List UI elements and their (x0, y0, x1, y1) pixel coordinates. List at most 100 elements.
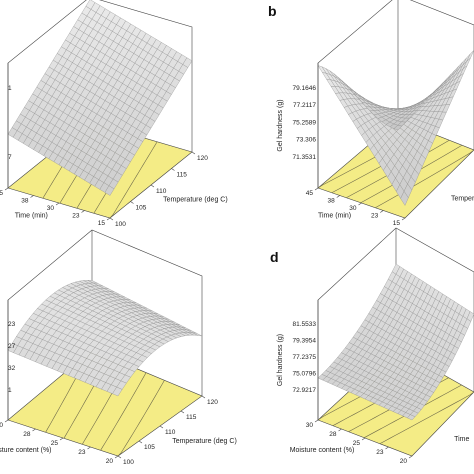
y-tick-mark (408, 455, 413, 459)
y-tick-label: 23 (371, 213, 379, 220)
z-tick-label: 79.1646 (293, 85, 317, 92)
y-tick-mark (401, 217, 406, 221)
contour-line (379, 391, 474, 444)
y-tick-mark (59, 437, 64, 441)
panel-d: 20 23 25 28 30 72.9217 75.0796 77.2375 79.3954 81… (270, 227, 474, 465)
panel-letter: b (268, 3, 277, 19)
y-tick-label: 23 (376, 449, 384, 456)
panel-c: 100 105 110 115 120 20 23 25 28 30 1 32 27 23 Temperat… (0, 229, 237, 466)
y-tick-mark (4, 187, 9, 191)
x-axis-label: Temperature (deg C) (172, 438, 237, 445)
x-tick-label: 105 (136, 205, 147, 212)
z-axis-label: Gel hardness (g) (277, 99, 284, 151)
y-tick-label: 23 (72, 213, 80, 220)
surface-cell (192, 332, 203, 337)
y-tick-mark (358, 202, 362, 206)
x-tick-mark (138, 440, 143, 444)
y-tick-label: 20 (106, 458, 114, 465)
y-tick-mark (385, 446, 389, 450)
y-tick-label: 38 (21, 198, 29, 205)
x-tick-label: 120 (197, 155, 208, 162)
y-axis-label: Moisture content (%) (290, 447, 355, 454)
x-tick-mark (201, 395, 206, 399)
z-tick-label: 77.2375 (293, 354, 317, 361)
y-tick-mark (81, 210, 85, 213)
x-tick-mark (117, 455, 122, 459)
y-tick-label: 30 (306, 422, 314, 429)
response-surface (7, 280, 203, 397)
z-tick-label: 75.2589 (293, 119, 317, 126)
z-tick-label: 7 (8, 154, 12, 161)
x-tick-mark (159, 425, 164, 429)
y-tick-mark (314, 187, 319, 191)
y-tick-label: 15 (98, 220, 106, 227)
y-tick-label: 25 (51, 440, 59, 447)
y-tick-mark (380, 210, 384, 213)
y-tick-mark (106, 217, 111, 221)
panel-letter: d (270, 249, 279, 265)
y-tick-mark (4, 419, 9, 423)
y-axis-label: Time (min) (15, 213, 48, 220)
y-tick-mark (114, 455, 119, 459)
y-tick-label: 20 (400, 458, 408, 465)
x-tick-label: 100 (115, 221, 126, 228)
contour-line (100, 372, 147, 451)
z-tick-label: 1 (8, 85, 12, 92)
surface-cell (182, 57, 193, 68)
x-axis-label: Temperature (deg C) (451, 196, 474, 203)
x-tick-mark (150, 184, 155, 188)
z-axis-label: Gel hardness (g) (277, 334, 284, 386)
y-tick-label: 30 (0, 422, 3, 429)
y-tick-label: 38 (328, 198, 336, 205)
panel-a: 100 105 110 115 120 15 23 30 38 45 7 1 Temperature (… (0, 0, 228, 228)
y-tick-label: 28 (23, 431, 31, 438)
y-tick-label: 30 (47, 205, 55, 212)
contour-line (109, 141, 158, 219)
z-tick-label: 77.2117 (293, 102, 316, 109)
y-tick-label: 45 (306, 190, 314, 197)
x-tick-mark (171, 168, 175, 171)
z-tick-label: 23 (8, 321, 16, 328)
y-tick-mark (32, 428, 36, 432)
x-tick-label: 115 (186, 414, 197, 421)
x-axis-label: Time (454, 436, 469, 443)
y-tick-label: 15 (393, 220, 401, 227)
contour-line (375, 149, 474, 209)
panel-b: 15 23 30 38 45 71.3531 73.306 75.2589 77.2117 79.… (268, 0, 474, 227)
y-tick-label: 25 (353, 440, 361, 447)
z-tick-label: 79.3954 (293, 338, 317, 345)
surface-cell (466, 49, 474, 62)
z-tick-label: 1 (8, 387, 12, 394)
y-tick-mark (361, 437, 366, 441)
z-tick-label: 72.9217 (293, 387, 317, 394)
z-tick-label: 75.0796 (293, 371, 317, 378)
y-tick-label: 30 (349, 205, 357, 212)
y-tick-mark (55, 202, 60, 206)
x-tick-label: 120 (207, 399, 218, 406)
y-tick-mark (314, 419, 319, 423)
y-axis-label: isture content (%) (0, 447, 52, 454)
y-tick-mark (87, 446, 91, 450)
y-tick-label: 28 (329, 431, 337, 438)
y-tick-mark (30, 195, 34, 198)
z-tick-label: 27 (8, 343, 16, 350)
x-axis-label: Temperature (deg C) (163, 197, 228, 204)
x-tick-mark (180, 410, 185, 414)
surface-cell (466, 311, 474, 322)
x-tick-label: 110 (156, 188, 167, 195)
y-tick-label: 23 (78, 449, 86, 456)
x-tick-mark (191, 151, 196, 155)
z-tick-label: 71.3531 (293, 154, 317, 161)
y-tick-label: 45 (0, 190, 3, 197)
z-tick-label: 32 (8, 365, 16, 372)
z-tick-label: 73.306 (296, 137, 316, 144)
response-surface (317, 263, 474, 421)
z-tick-label: 81.5533 (293, 321, 317, 328)
y-axis-label: Time (min) (318, 213, 351, 220)
response-surface (317, 49, 474, 206)
y-tick-mark (338, 428, 342, 432)
x-tick-label: 105 (144, 444, 155, 451)
contour-line (117, 380, 165, 457)
x-tick-mark (109, 217, 114, 221)
x-tick-mark (130, 201, 134, 204)
